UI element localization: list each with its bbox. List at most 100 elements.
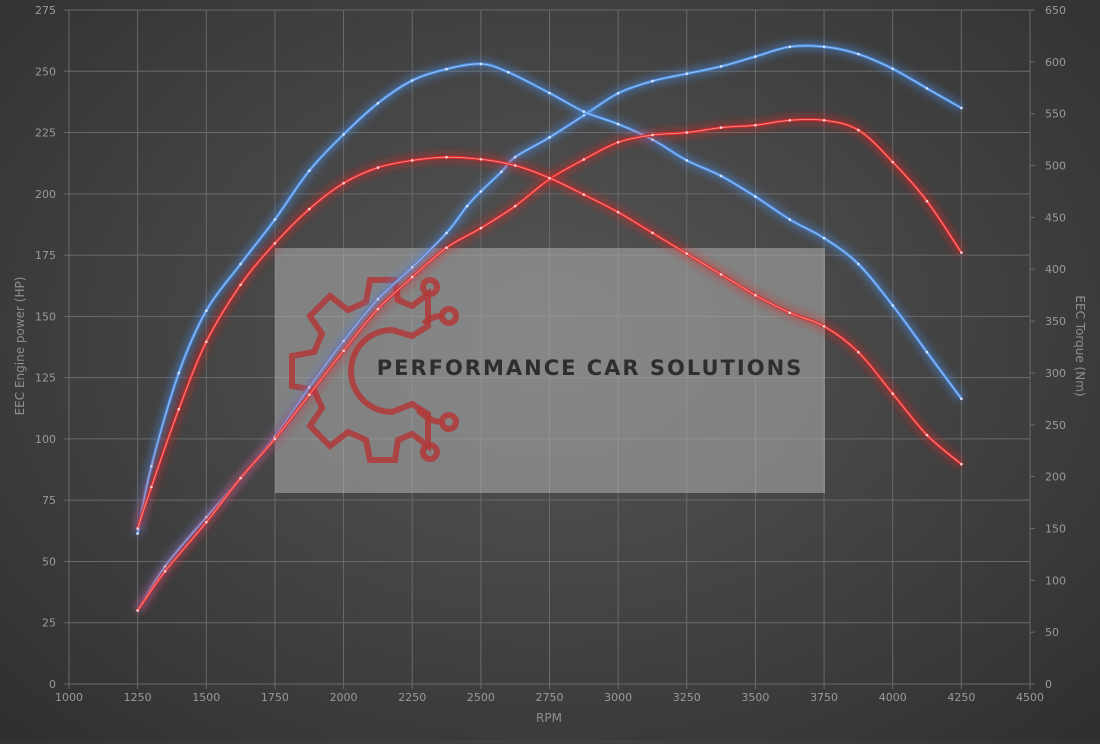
data-point	[239, 262, 242, 266]
data-point	[685, 252, 689, 255]
data-point	[548, 136, 551, 139]
data-point	[376, 307, 380, 311]
data-point	[376, 166, 380, 169]
data-point	[445, 231, 448, 235]
data-point	[616, 210, 620, 214]
y-right-tick-label: 300	[1045, 367, 1066, 380]
y-right-tick-label: 100	[1045, 574, 1066, 587]
data-point	[465, 204, 469, 208]
series-layer	[133, 41, 966, 614]
y-right-tick-label: 500	[1045, 160, 1066, 173]
data-point	[342, 349, 345, 353]
data-point	[513, 204, 517, 208]
data-point	[163, 570, 167, 573]
series-highlight	[137, 156, 962, 529]
data-point	[548, 176, 551, 180]
y-right-tick-label: 250	[1045, 419, 1066, 432]
data-point	[891, 160, 894, 164]
x-tick-label: 1750	[261, 691, 289, 704]
y-right-tick-label: 350	[1045, 315, 1066, 328]
data-point	[548, 91, 551, 95]
data-point	[651, 133, 654, 137]
data-point	[822, 236, 826, 240]
y-right-tick-label: 0	[1045, 678, 1052, 691]
data-point	[479, 226, 483, 230]
data-point	[822, 119, 826, 122]
y-right-tick-label: 600	[1045, 56, 1066, 69]
data-point	[479, 190, 483, 193]
data-point	[891, 392, 894, 396]
data-point	[308, 169, 311, 172]
data-point	[239, 283, 242, 287]
data-point	[410, 159, 414, 162]
data-point	[857, 52, 860, 56]
data-point	[205, 340, 208, 344]
data-point	[719, 273, 723, 276]
data-point	[376, 102, 380, 105]
y-axis-left-title: EEC Engine power (HP)	[13, 277, 27, 416]
data-point	[651, 79, 654, 83]
data-point	[857, 128, 860, 132]
x-tick-label: 3250	[673, 691, 701, 704]
y-left-tick-label: 250	[35, 65, 56, 78]
data-point	[788, 45, 792, 49]
y-left-tick-label: 200	[35, 188, 56, 201]
y-left-tick-label: 25	[42, 617, 56, 630]
y-right-tick-label: 650	[1045, 4, 1066, 17]
data-point	[342, 133, 345, 136]
data-point	[205, 520, 208, 524]
data-point	[925, 350, 929, 354]
data-point	[754, 195, 757, 198]
series-stock-torque	[133, 59, 965, 535]
x-tick-label: 2750	[536, 691, 564, 704]
x-tick-label: 3750	[810, 691, 838, 704]
data-point	[239, 476, 242, 480]
y-left-tick-label: 0	[49, 678, 56, 691]
data-point	[150, 464, 153, 468]
data-point	[500, 170, 503, 174]
watermark: PERFORMANCE CAR SOLUTIONS	[275, 248, 825, 493]
data-point	[273, 437, 277, 441]
data-point	[857, 350, 860, 354]
data-point	[445, 67, 448, 71]
data-point	[719, 126, 723, 129]
data-point	[342, 181, 345, 185]
data-point	[960, 462, 963, 466]
data-point	[410, 266, 414, 269]
data-point	[342, 339, 345, 343]
data-point	[960, 251, 963, 254]
data-point	[651, 231, 654, 235]
tick-labels: 1000 1250 1500 1750 2000 2250 2500 2750 3000 3250…	[35, 4, 1066, 704]
data-point	[754, 123, 757, 127]
data-point	[177, 371, 181, 375]
data-point	[582, 193, 586, 196]
data-point	[273, 242, 277, 245]
data-point	[788, 218, 792, 221]
watermark-text: PERFORMANCE CAR SOLUTIONS	[377, 356, 804, 380]
data-point	[136, 532, 139, 535]
data-point	[150, 485, 153, 489]
data-point	[479, 62, 483, 66]
x-tick-label: 2250	[398, 691, 426, 704]
data-point	[308, 207, 311, 211]
y-axis-right-title: EEC Torque (Nm)	[1073, 295, 1087, 396]
x-tick-label: 1000	[55, 691, 83, 704]
x-tick-label: 1500	[192, 691, 220, 704]
data-point	[582, 158, 586, 161]
data-point	[205, 309, 208, 313]
y-right-tick-label: 50	[1045, 626, 1059, 639]
data-point	[410, 79, 414, 82]
x-tick-label: 2500	[467, 691, 495, 704]
y-right-tick-label: 550	[1045, 108, 1066, 121]
y-left-tick-label: 150	[35, 310, 56, 323]
data-point	[925, 433, 929, 437]
series-tuned-torque	[133, 152, 965, 530]
data-point	[891, 304, 894, 307]
x-tick-label: 3500	[741, 691, 769, 704]
data-point	[960, 106, 963, 110]
data-point	[445, 246, 448, 249]
x-tick-label: 4250	[947, 691, 975, 704]
x-tick-label: 2000	[330, 691, 358, 704]
